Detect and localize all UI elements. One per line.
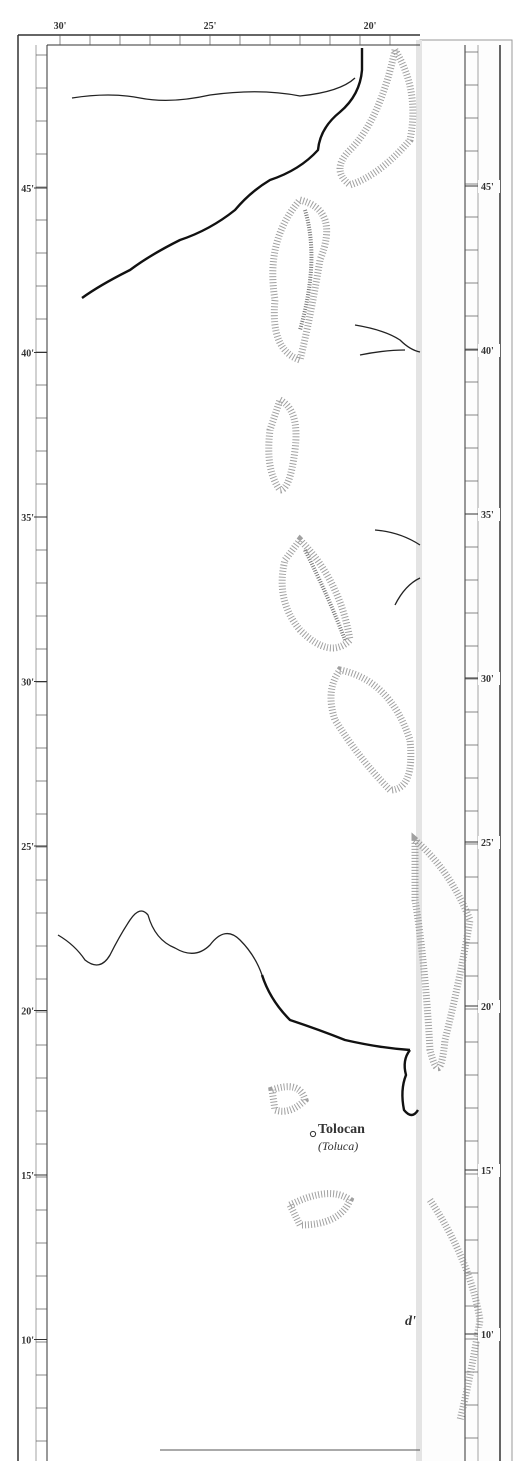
label-ground [478, 1164, 500, 1177]
label-ground [478, 672, 500, 685]
overlap-sheet [419, 39, 513, 1461]
river [260, 974, 411, 1052]
hill [268, 1083, 309, 1115]
hills [265, 40, 484, 1421]
left-scale-label: 45' [21, 184, 34, 195]
hill [411, 832, 474, 1072]
right-scale-label: 40' [481, 346, 494, 357]
label-ground [478, 508, 500, 521]
hill [265, 395, 300, 494]
right-scale-label: 25' [481, 838, 494, 849]
hill-ridge [298, 209, 314, 331]
right-scale-label: 10' [481, 1330, 494, 1341]
river [374, 529, 421, 546]
top-scale-label: 30' [54, 21, 67, 32]
lake-shore [401, 1049, 420, 1117]
hill [278, 534, 354, 652]
place-name: Tolocan [318, 1122, 365, 1137]
top-scale-label: 20' [364, 21, 377, 32]
label-ground [478, 1000, 500, 1013]
town-marker [309, 1130, 317, 1138]
hill [427, 1198, 484, 1421]
right-scale-label: 35' [481, 510, 494, 521]
label-ground [478, 344, 500, 357]
left-scale-label: 25' [21, 842, 34, 853]
river [57, 910, 263, 976]
hill [269, 196, 331, 365]
right-scale-label: 30' [481, 674, 494, 685]
label-fragment: d' [405, 1314, 416, 1329]
right-scale-label: 15' [481, 1166, 494, 1177]
river [354, 324, 421, 353]
river [394, 577, 421, 606]
left-scale-label: 35' [21, 513, 34, 524]
left-scale-label: 10' [21, 1336, 34, 1347]
river [81, 48, 364, 299]
label-ground [478, 836, 500, 849]
scale-ticks [34, 35, 480, 1442]
right-scale-label: 45' [481, 182, 494, 193]
label-ground [478, 1328, 500, 1341]
left-scale-label: 15' [21, 1171, 34, 1182]
river [359, 349, 406, 356]
left-scale-label: 30' [21, 678, 34, 689]
sheet-shadow [416, 40, 422, 1461]
right-scale-label: 20' [481, 1002, 494, 1013]
place-alt-name: (Toluca) [318, 1139, 358, 1153]
label-ground [478, 180, 500, 193]
rivers [57, 48, 421, 1117]
hill [285, 1190, 355, 1229]
left-scale-label: 40' [21, 349, 34, 360]
left-scale-label: 20' [21, 1007, 34, 1018]
hill-ridge [303, 549, 347, 641]
top-scale-label: 25' [204, 21, 217, 32]
river [71, 77, 356, 102]
